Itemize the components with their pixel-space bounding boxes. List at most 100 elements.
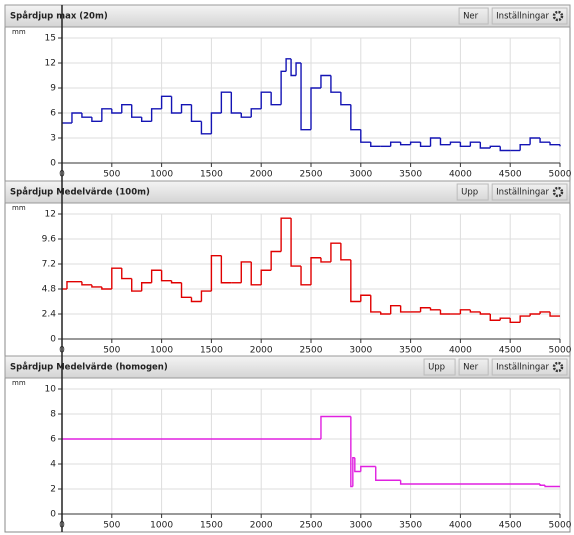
step-segment	[111, 267, 122, 289]
header-button[interactable]: Inställningar	[496, 12, 549, 22]
step-segment	[121, 103, 132, 113]
step-segment	[160, 270, 172, 282]
step-segment	[409, 141, 421, 145]
x-tick-label: 3500	[399, 521, 422, 531]
step-segment	[270, 92, 282, 106]
header-button[interactable]: Upp	[428, 363, 445, 373]
step-segment	[439, 309, 451, 315]
x-tick-label: 4000	[449, 170, 472, 180]
step-segment	[539, 138, 551, 143]
x-tick-label: 4000	[449, 346, 472, 356]
step-segment	[354, 457, 361, 473]
header-button[interactable]: Ner	[463, 12, 479, 22]
panel-title: Spårdjup Medelvärde (homogen)	[10, 362, 168, 373]
step-segment	[380, 311, 391, 315]
x-tick-label: 2500	[300, 170, 323, 180]
step-segment	[549, 311, 560, 317]
y-tick-label: 3	[50, 134, 56, 144]
settings-gear[interactable]	[552, 186, 564, 198]
settings-gear[interactable]	[552, 361, 564, 373]
step-segment	[295, 62, 302, 76]
step-segment	[399, 305, 411, 313]
x-tick-label: 3000	[349, 346, 372, 356]
step-segment	[66, 281, 82, 289]
button-frame	[491, 7, 568, 25]
step-segment	[250, 108, 262, 118]
step-segment	[210, 112, 222, 134]
button-frame	[423, 358, 456, 376]
step-segment	[459, 142, 471, 148]
step-segment	[350, 104, 361, 131]
step-segment	[290, 218, 302, 267]
header-button[interactable]: Ner	[463, 363, 479, 373]
y-axis-label: mm	[12, 28, 26, 36]
step-segment	[285, 58, 292, 72]
y-tick-label: 0	[50, 335, 56, 345]
step-segment	[150, 269, 162, 283]
button-frame	[456, 183, 489, 201]
step-segment	[489, 314, 501, 321]
step-segment	[399, 480, 541, 485]
step-segment	[350, 259, 361, 303]
step-segment	[469, 309, 481, 313]
settings-gear[interactable]	[552, 10, 564, 22]
x-tick-label: 4500	[499, 170, 522, 180]
step-segment	[280, 70, 287, 105]
y-tick-label: 15	[45, 34, 56, 44]
step-segment	[340, 92, 351, 106]
button-frame	[491, 183, 568, 201]
step-segment	[101, 286, 112, 290]
step-segment	[240, 261, 252, 283]
step-segment	[290, 58, 297, 77]
step-segment	[260, 91, 272, 109]
panel-header	[4, 355, 571, 379]
x-tick-label: 1000	[150, 521, 173, 531]
panel-header	[4, 4, 571, 28]
step-segment	[529, 137, 541, 145]
x-tick-label: 1500	[200, 346, 223, 356]
step-segment	[370, 142, 381, 148]
step-segment	[220, 91, 232, 113]
step-segment	[81, 113, 92, 118]
x-tick-label: 5000	[549, 170, 572, 180]
x-tick-label: 1500	[200, 170, 223, 180]
x-tick-label: 4000	[449, 521, 472, 531]
step-segment	[539, 484, 546, 486]
step-segment	[310, 257, 321, 285]
step-segment	[519, 143, 531, 151]
step-segment	[419, 307, 431, 312]
step-segment	[170, 280, 182, 284]
header-button[interactable]: Inställningar	[496, 188, 549, 198]
step-segment	[360, 294, 371, 302]
panel	[4, 355, 571, 533]
step-segment	[91, 117, 102, 123]
header-button[interactable]: Upp	[461, 188, 478, 198]
step-segment	[81, 281, 92, 286]
header-button[interactable]: Inställningar	[496, 363, 549, 373]
x-tick-label: 5000	[549, 521, 572, 531]
step-segment	[121, 268, 132, 280]
gear-icon	[552, 10, 564, 22]
step-segment	[340, 243, 351, 261]
panel-title: Spårdjup max (20m)	[10, 11, 108, 22]
step-segment	[320, 415, 351, 439]
x-tick-label: 1000	[150, 170, 173, 180]
step-segment	[330, 242, 341, 262]
step-segment	[439, 138, 451, 146]
step-segment	[270, 250, 282, 271]
step-segment	[170, 96, 182, 114]
step-segment	[459, 309, 471, 314]
step-segment	[330, 75, 341, 93]
step-segment	[389, 141, 401, 147]
step-segment	[419, 142, 431, 148]
y-tick-label: 7.2	[42, 260, 56, 270]
step-segment	[300, 63, 311, 131]
step-segment	[389, 304, 401, 314]
y-tick-label: 2.4	[42, 310, 57, 320]
y-tick-label: 9	[50, 84, 56, 94]
step-segment	[101, 108, 112, 122]
step-segment	[469, 141, 481, 147]
step-segment	[360, 465, 376, 472]
step-segment	[529, 313, 541, 317]
